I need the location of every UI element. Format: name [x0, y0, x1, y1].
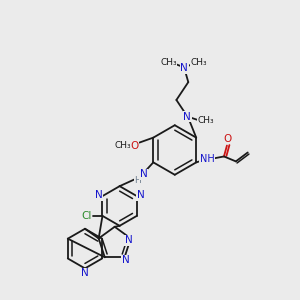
Text: N: N [181, 63, 188, 73]
Text: N: N [183, 112, 191, 122]
Text: H: H [134, 176, 141, 185]
Text: N: N [125, 236, 133, 245]
Text: Cl: Cl [81, 211, 92, 221]
Text: CH₃: CH₃ [114, 141, 131, 150]
Text: CH₃: CH₃ [160, 58, 177, 67]
Text: O: O [130, 140, 139, 151]
Text: N: N [81, 268, 89, 278]
Text: N: N [94, 190, 102, 200]
Text: CH₃: CH₃ [191, 58, 208, 67]
Text: N: N [137, 190, 145, 200]
Text: NH: NH [200, 154, 214, 164]
Text: CH₃: CH₃ [198, 116, 214, 125]
Text: O: O [224, 134, 232, 144]
Text: N: N [122, 255, 129, 265]
Text: N: N [140, 169, 147, 179]
